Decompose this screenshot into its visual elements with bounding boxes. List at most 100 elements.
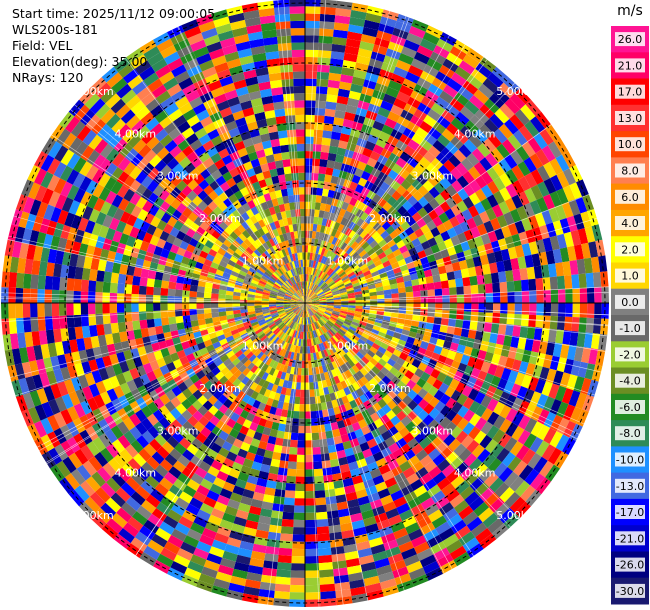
- gate-cell: [239, 540, 254, 551]
- gate-cell: [317, 424, 326, 433]
- gate-cell: [311, 306, 318, 311]
- gate-cell: [198, 460, 211, 473]
- gate-cell: [451, 413, 464, 426]
- gate-cell: [336, 177, 346, 186]
- gate-cell: [291, 381, 297, 390]
- gate-cell: [319, 299, 327, 302]
- gate-cell: [328, 338, 335, 346]
- gate-cell: [143, 519, 160, 534]
- gate-cell: [373, 213, 383, 223]
- gate-cell: [297, 433, 305, 441]
- gate-cell: [299, 303, 305, 309]
- gate-cell: [347, 328, 356, 335]
- gate-cell: [416, 377, 427, 389]
- gate-cell: [123, 349, 133, 362]
- gate-cell: [500, 345, 511, 358]
- gate-cell: [344, 484, 356, 495]
- gate-cell: [523, 202, 535, 218]
- gate-cell: [470, 311, 479, 322]
- gate-cell: [424, 349, 434, 359]
- gate-cell: [422, 381, 433, 393]
- gate-cell: [362, 400, 372, 410]
- gate-cell: [283, 497, 295, 506]
- gate-cell: [129, 413, 141, 427]
- gate-cell: [315, 287, 322, 294]
- gate-cell: [213, 358, 223, 367]
- gate-cell: [247, 565, 264, 575]
- gate-cell: [344, 332, 352, 340]
- gate-cell: [306, 331, 309, 340]
- gate-cell: [265, 357, 273, 366]
- gate-cell: [323, 333, 329, 341]
- gate-cell: [147, 426, 160, 439]
- gate-cell: [475, 404, 487, 418]
- gate-cell: [374, 161, 385, 172]
- gate-cell: [257, 318, 266, 324]
- gate-cell: [585, 272, 595, 289]
- gate-cell: [313, 381, 319, 390]
- gate-cell: [576, 258, 586, 275]
- gate-cell: [311, 283, 316, 291]
- gate-cell: [239, 425, 250, 436]
- gate-cell: [420, 296, 428, 303]
- gate-cell: [318, 296, 326, 300]
- gate-cell: [441, 128, 456, 142]
- gate-cell: [529, 391, 542, 406]
- gate-cell: [264, 338, 272, 346]
- gate-cell: [299, 346, 303, 354]
- gate-cell: [539, 460, 554, 478]
- gate-cell: [74, 362, 85, 377]
- gate-cell: [574, 346, 584, 362]
- gate-cell: [363, 432, 374, 442]
- gate-cell: [138, 285, 147, 295]
- gate-cell: [264, 328, 272, 335]
- gate-cell: [392, 210, 402, 221]
- gate-cell: [552, 370, 564, 386]
- gate-cell: [137, 385, 149, 398]
- gate-cell: [394, 327, 403, 335]
- gate-cell: [428, 448, 441, 461]
- gate-cell: [598, 334, 608, 351]
- gate-cell: [360, 425, 371, 436]
- gate-cell: [307, 289, 311, 297]
- gate-cell: [521, 243, 532, 257]
- gate-cell: [390, 73, 406, 85]
- gate-cell: [305, 297, 311, 303]
- gate-cell: [183, 535, 199, 548]
- gate-cell: [297, 309, 302, 316]
- gate-cell: [367, 174, 378, 184]
- gate-cell: [223, 331, 233, 339]
- gate-cell: [199, 347, 209, 356]
- gate-cell: [361, 86, 375, 97]
- gate-cell: [283, 100, 295, 109]
- gate-cell: [406, 379, 417, 390]
- gate-cell: [212, 341, 222, 349]
- gate-cell: [315, 497, 327, 506]
- gate-cell: [224, 408, 234, 419]
- gate-cell: [340, 355, 348, 364]
- gate-cell: [105, 401, 117, 416]
- gate-cell: [529, 303, 537, 316]
- gate-cell: [216, 526, 232, 538]
- gate-cell: [252, 323, 260, 330]
- gate-cell: [39, 372, 51, 388]
- gate-cell: [284, 107, 296, 116]
- gate-cell: [290, 577, 305, 586]
- gate-cell: [316, 86, 328, 95]
- gate-cell: [381, 404, 392, 415]
- gate-cell: [364, 523, 379, 534]
- gate-cell: [411, 535, 427, 548]
- gate-cell: [255, 424, 265, 434]
- gate-cell: [204, 521, 220, 533]
- gate-cell: [479, 467, 494, 483]
- gate-cell: [424, 460, 438, 473]
- gate-cell: [305, 114, 315, 123]
- gate-cell: [496, 447, 510, 463]
- gate-cell: [325, 101, 337, 110]
- gate-cell: [305, 303, 311, 309]
- gate-cell: [324, 291, 332, 296]
- gate-cell: [149, 360, 160, 371]
- gate-cell: [317, 309, 325, 314]
- gate-cell: [521, 303, 530, 315]
- gate-cell: [340, 217, 348, 226]
